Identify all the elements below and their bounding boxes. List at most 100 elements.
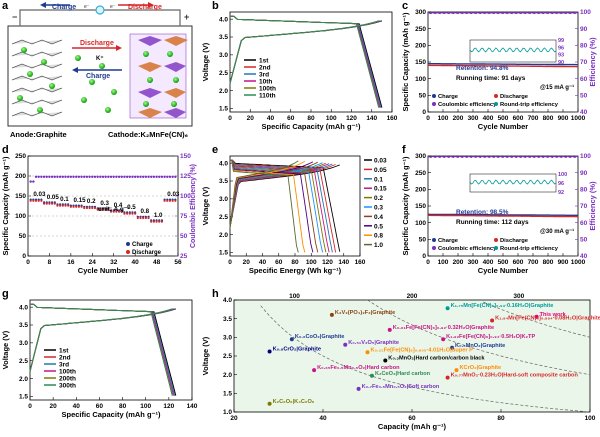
discharge-point xyxy=(45,202,48,205)
inset-tick-label: 100 xyxy=(558,172,567,178)
discharge-label-mid: Discharge xyxy=(80,40,114,47)
y2-tick-label: 90 xyxy=(580,170,588,177)
x-tick-label: 140 xyxy=(338,259,349,266)
discharge-point xyxy=(131,212,134,215)
y-tick-label: 100 xyxy=(415,220,426,227)
coulombic-efficiency-series xyxy=(427,11,579,15)
panel-label-g: g xyxy=(2,288,9,300)
y2-tick-label: 80 xyxy=(580,43,588,50)
y2-axis-label: Efficiency (%) xyxy=(588,37,597,87)
efficiency-point xyxy=(75,175,78,178)
y-tick-label: 4.0 xyxy=(19,304,28,311)
y-axis-label: Specific Capacity (mAh g⁻¹) xyxy=(401,156,410,255)
y-tick-label: 150 xyxy=(415,59,426,66)
data-point-12 xyxy=(312,368,317,373)
discharge-point xyxy=(99,208,102,211)
legend-label-0: Charge xyxy=(438,94,459,100)
y-axis-label: Specific Capacity (mAh g⁻¹) xyxy=(401,12,410,111)
y-tick-label: 3.5 xyxy=(219,178,228,185)
efficiency-point xyxy=(125,175,129,178)
x-tick-label: 80 xyxy=(307,115,315,122)
legend-marker-2 xyxy=(432,246,436,250)
discharge-curve-0.3 xyxy=(230,159,324,253)
legend-label-discharge: Discharge xyxy=(132,250,162,256)
legend-label-100th: 100th xyxy=(259,86,276,93)
discharge-point xyxy=(134,212,137,215)
legend-label-200th: 200th xyxy=(59,376,76,383)
efficiency-point xyxy=(131,175,134,178)
y-tick-label: 2.5 xyxy=(219,214,228,221)
x-tick-label: 500 xyxy=(498,115,509,122)
x-tick-label: 20 xyxy=(243,259,251,266)
discharge-point xyxy=(77,205,80,208)
x-tick-label: 0 xyxy=(26,259,30,266)
x-tick-label: 400 xyxy=(483,115,494,122)
data-label-6: K₁.₉₂Fe[Fe(CN)₆]₀.₉₄·0.5H₂O|K₂TP xyxy=(446,334,535,340)
discharge-point xyxy=(152,220,155,223)
legend-label-0.15: 0.15 xyxy=(374,186,387,193)
charge-curve-200th xyxy=(29,308,173,372)
x-tick-label: 0 xyxy=(228,259,232,266)
inset-tick-label: 92 xyxy=(558,190,564,196)
x-tick-label: 20 xyxy=(247,115,255,122)
efficiency-point xyxy=(166,175,169,178)
efficiency-point xyxy=(160,175,164,178)
efficiency-point xyxy=(83,175,86,178)
data-label-1: K₁.₇₅Mn[Fe(CN)₆]₀.₉₃·0.16H₂O|Graphite xyxy=(451,303,554,309)
y-tick-label: 3.0 xyxy=(223,335,232,342)
panel-e: 0 20 40 60 80 100 120 140 160 1.5 2.0 2.5 3.0 3.5 4.0 S… xyxy=(200,144,400,288)
discharge-point xyxy=(75,205,78,208)
inset-frame xyxy=(469,173,557,193)
rate-chart-d: 0 8 16 24 32 40 48 56 0 50 100 150 200 250 Cycle Numbe… xyxy=(1,153,197,275)
x-tick-label: 1000 xyxy=(571,259,586,266)
x-tick-label: 0 xyxy=(426,259,430,266)
y-tick-label: 4.0 xyxy=(219,16,228,23)
discharge-point xyxy=(166,199,169,202)
rate-label: 0.2 xyxy=(87,198,96,205)
y2-tick-label: 100 xyxy=(580,9,591,16)
x-tick-label: 40 xyxy=(73,403,81,410)
x-tick-label: 200 xyxy=(453,115,464,122)
x-tick-label: 120 xyxy=(346,115,357,122)
x-axis-label: Specific Capacity (mAh g⁻¹) xyxy=(262,122,361,131)
data-label-8: K₀.₅MnO₂|Graphite xyxy=(455,343,505,349)
discharge-point xyxy=(91,206,94,210)
x-tick-label: 60 xyxy=(275,259,283,266)
legend-label-1: Discharge xyxy=(500,94,529,100)
y-tick-label: 2.0 xyxy=(223,372,232,379)
x-tick-label: 140 xyxy=(187,403,198,410)
cathode-lattice xyxy=(129,33,188,119)
x-tick-label: 48 xyxy=(153,259,161,266)
discharge-point xyxy=(147,216,150,220)
x-tick-label: 60 xyxy=(408,415,416,422)
y2-tick-label: 100 xyxy=(580,153,591,160)
discharge-point xyxy=(42,202,46,205)
x-tick-label: 300 xyxy=(468,259,479,266)
legend-marker-discharge xyxy=(126,250,130,254)
y-tick-label: 0 xyxy=(422,253,426,260)
data-point-8 xyxy=(450,345,455,350)
x-tick-label: 16 xyxy=(67,259,75,266)
rate-label: 0.3 xyxy=(100,200,109,207)
discharge-point xyxy=(115,210,118,213)
data-label-15: K₀.₇₇MnO₂·0.23H₂O|Hard-soft composite ca… xyxy=(451,373,579,379)
efficiency-point xyxy=(107,175,110,178)
discharge-point xyxy=(101,208,105,211)
charge-curve-110th xyxy=(229,20,379,84)
y-tick-label: 0 xyxy=(422,109,426,116)
data-label-14: K₂CeO₃|Hard carbon xyxy=(375,371,431,377)
efficiency-point xyxy=(42,175,46,178)
discharge-point xyxy=(69,205,72,208)
charge-label-mid: Charge xyxy=(86,73,110,80)
y-tick-label: 50 xyxy=(419,237,427,244)
y2-axis-label: Efficiency (%) xyxy=(588,181,597,231)
panel-f: 0 100 200 300 400 500 600 700 800 900 1000 0 50 100 15… xyxy=(400,144,600,288)
x-tick-label: 900 xyxy=(558,115,569,122)
discharge-point xyxy=(53,202,56,205)
legend-label-3: Round-trip efficiency xyxy=(500,246,559,252)
y-tick-label: 3.0 xyxy=(19,340,28,347)
discharge-point xyxy=(32,199,35,202)
efficiency-point xyxy=(109,175,113,178)
efficiency-point xyxy=(139,175,142,178)
y-tick-label: 200 xyxy=(415,43,426,50)
